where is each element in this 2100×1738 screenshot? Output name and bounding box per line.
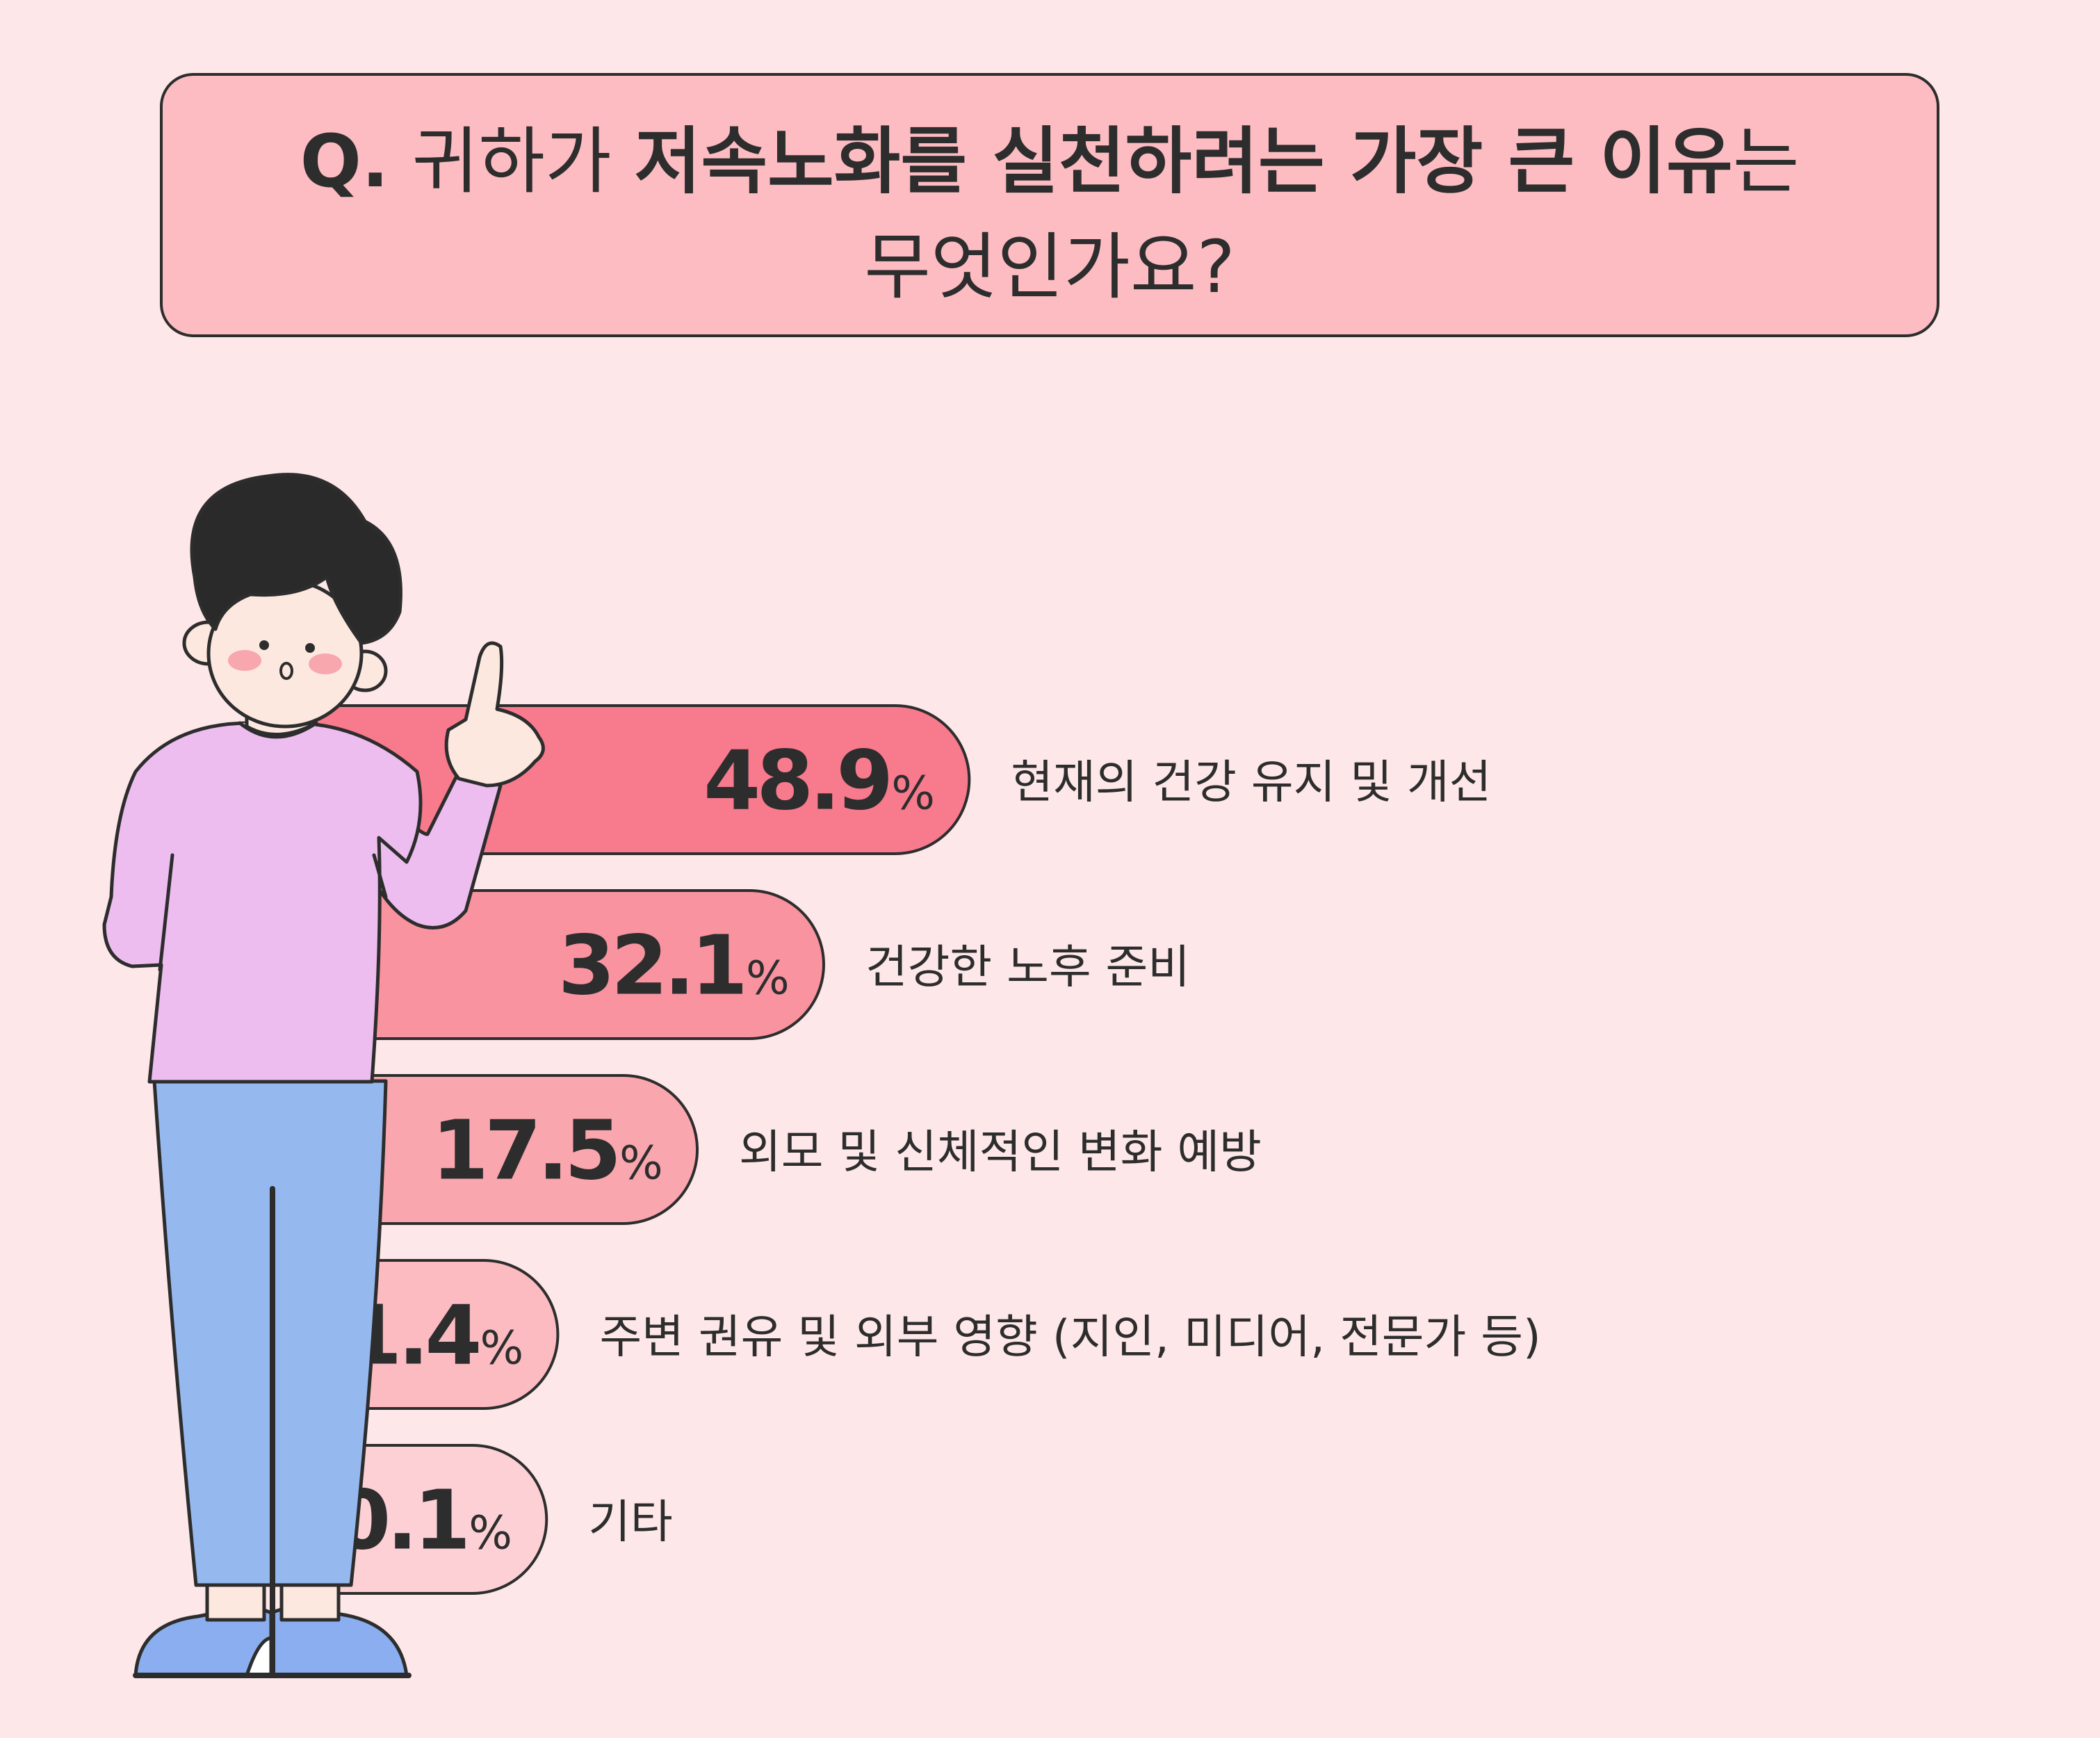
value-unit-4: % (480, 1322, 523, 1375)
title-line-1: Q. 귀하가 저속노화를 실천하려는 가장 큰 이유는 (163, 116, 1937, 206)
category-label-2: 건강한 노후 준비 (865, 941, 1190, 994)
value-label-1: 48.9 (703, 733, 889, 829)
value-label-3: 17.5 (432, 1103, 617, 1199)
title-part-2: 저속노화를 실천하려는 가장 큰 이유 (634, 119, 1733, 204)
value-label-2: 32.1 (558, 918, 744, 1014)
bar-3 (291, 1074, 699, 1225)
pointing-hand-icon (444, 641, 545, 788)
title-part-1: 귀하가 (412, 119, 612, 204)
hair-icon (190, 473, 402, 645)
title-q-prefix: Q. (300, 119, 389, 204)
value-unit-2: % (746, 952, 790, 1005)
title-part-3: 는 (1732, 119, 1800, 204)
value-unit-5: % (469, 1506, 512, 1560)
category-label-5: 기타 (588, 1495, 672, 1549)
shirt-icon (102, 721, 423, 1084)
value-unit-1: % (891, 767, 935, 820)
value-unit-3: % (619, 1137, 663, 1190)
category-label-3: 외모 및 신체적인 변화 예방 (739, 1126, 1262, 1179)
title-line-2: 무엇인가요? (864, 225, 1235, 309)
category-label-4: 주변 권유 및 외부 영향 (지인, 미디어, 전문가 등) (599, 1310, 1540, 1364)
title-box: Q. 귀하가 저속노화를 실천하려는 가장 큰 이유는 무엇인가요? (160, 73, 1939, 337)
category-label-1: 현재의 건강 유지 및 개선 (1011, 756, 1491, 809)
